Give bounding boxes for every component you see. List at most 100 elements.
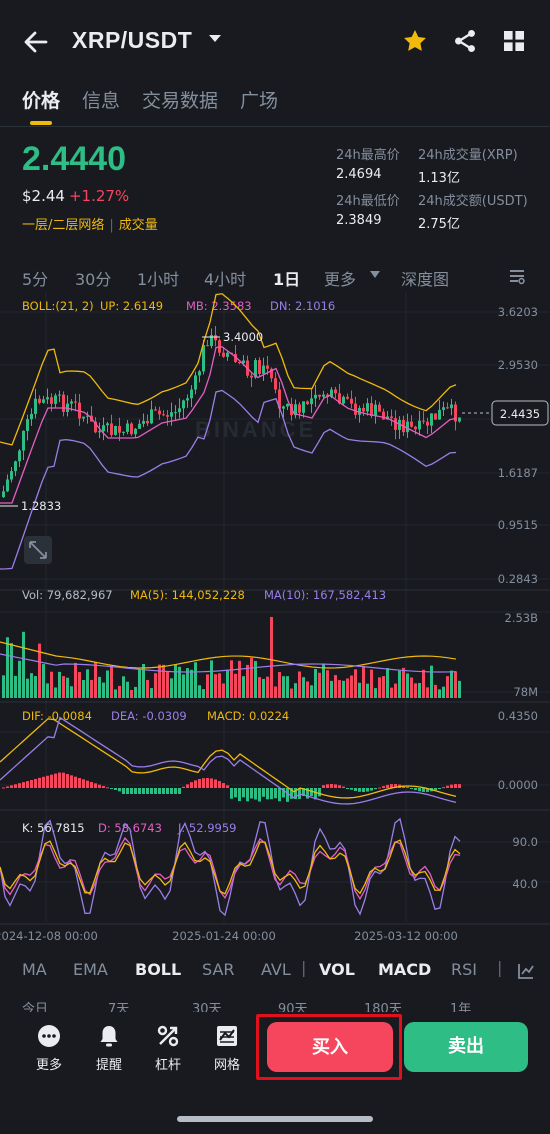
tab-info[interactable]: 信息 xyxy=(82,90,121,112)
volume-bar xyxy=(326,670,329,698)
indicator-settings-icon[interactable] xyxy=(517,962,535,980)
macd-bar xyxy=(38,777,41,788)
timeframe-1d[interactable]: 1日 xyxy=(273,270,301,289)
macd-bar xyxy=(366,788,369,792)
date-label: 2025-01-24 00:00 xyxy=(172,929,276,943)
timeframe-30m[interactable]: 30分 xyxy=(75,270,112,289)
volume-bar xyxy=(342,680,345,698)
macd-histogram xyxy=(0,716,461,805)
chart-settings-icon[interactable] xyxy=(508,267,526,285)
bell-icon xyxy=(100,1026,118,1047)
timeframe-4h[interactable]: 4小时 xyxy=(204,270,247,289)
stat-label: 24h成交量(XRP) xyxy=(418,148,518,163)
candle-body xyxy=(454,404,457,422)
back-arrow-icon[interactable] xyxy=(22,28,50,56)
date-label: 2025-03-12 00:00 xyxy=(354,929,458,943)
share-icon[interactable] xyxy=(452,28,478,54)
kdj-lines xyxy=(0,817,461,917)
layout-grid-icon[interactable] xyxy=(503,30,525,52)
candle-body xyxy=(446,407,449,409)
volume-bar xyxy=(102,682,105,698)
range-180d[interactable]: 180天 xyxy=(364,1002,402,1012)
category-link-layer[interactable]: 一层/二层网络 xyxy=(22,218,105,233)
vol-ma10-legend: MA(10): 167,582,413 xyxy=(264,588,386,602)
macd-bar xyxy=(330,784,333,788)
indicator-boll[interactable]: BOLL xyxy=(135,960,182,979)
tab-square[interactable]: 广场 xyxy=(240,90,279,112)
range-30d[interactable]: 30天 xyxy=(192,1002,222,1012)
macd-bar xyxy=(42,776,45,788)
candle-body xyxy=(174,412,177,414)
indicator-sar[interactable]: SAR xyxy=(202,960,235,979)
caret-down-icon[interactable] xyxy=(208,34,222,44)
volume-bar xyxy=(246,664,249,698)
more-button[interactable]: 更多 xyxy=(24,1024,74,1073)
macd-bar xyxy=(302,788,305,797)
volume-bar xyxy=(26,678,29,698)
macd-bar xyxy=(106,787,109,789)
macd-bar xyxy=(166,788,169,794)
category-links: 一层/二层网络 | 成交量 xyxy=(22,214,158,233)
grid-bot-button[interactable]: 网格 xyxy=(202,1024,252,1073)
expand-chart-icon[interactable] xyxy=(24,536,52,564)
candle-body xyxy=(182,400,185,409)
alert-button[interactable]: 提醒 xyxy=(84,1024,134,1073)
timeframe-depth[interactable]: 深度图 xyxy=(401,270,450,289)
macd-bar xyxy=(82,779,85,788)
tab-price[interactable]: 价格 xyxy=(22,86,60,125)
buy-button[interactable]: 买入 xyxy=(267,1022,393,1072)
candle-body xyxy=(190,389,193,399)
macd-bar xyxy=(182,786,185,788)
timeframe-5m[interactable]: 5分 xyxy=(22,270,49,289)
star-icon[interactable] xyxy=(402,28,428,54)
macd-bar xyxy=(282,788,285,798)
range-1y[interactable]: 1年 xyxy=(450,1002,472,1012)
volume-bar xyxy=(98,676,101,698)
volume-bar xyxy=(258,677,261,698)
indicator-ema[interactable]: EMA xyxy=(73,960,108,979)
indicator-avl[interactable]: AVL xyxy=(261,960,291,979)
candle-body xyxy=(126,423,129,432)
indicator-bar: MA EMA BOLL SAR AVL | VOL MACD RSI | xyxy=(0,958,550,984)
boll-bands xyxy=(0,293,457,570)
indicator-ma[interactable]: MA xyxy=(22,960,47,979)
macd-bar xyxy=(74,776,77,788)
timeframe-more[interactable]: 更多 xyxy=(324,270,357,289)
macd-bar xyxy=(382,786,385,788)
candle-body xyxy=(346,396,349,399)
volume-bar xyxy=(186,668,189,698)
volume-bar xyxy=(354,669,357,698)
macd-bar xyxy=(198,778,201,788)
macd-bar xyxy=(30,780,33,788)
range-today[interactable]: 今日 xyxy=(22,1002,49,1012)
pair-title[interactable]: XRP/USDT xyxy=(72,27,193,53)
range-7d[interactable]: 7天 xyxy=(108,1002,130,1012)
category-link-volume[interactable]: 成交量 xyxy=(118,218,158,233)
range-90d[interactable]: 90天 xyxy=(278,1002,308,1012)
volume-bar xyxy=(434,684,437,698)
indicator-macd[interactable]: MACD xyxy=(378,960,432,979)
timeframe-1h[interactable]: 1小时 xyxy=(137,270,180,289)
stat-label: 24h最低价 xyxy=(336,194,400,209)
volume-bar xyxy=(438,689,441,698)
macd-bar xyxy=(218,781,221,788)
macd-bar xyxy=(86,780,89,788)
volume-bar xyxy=(398,670,401,698)
indicator-separator: | xyxy=(497,958,503,977)
macd-bar xyxy=(174,788,177,794)
candle-body xyxy=(282,406,285,409)
tab-trading-data[interactable]: 交易数据 xyxy=(142,90,219,112)
leverage-button[interactable]: 杠杆 xyxy=(143,1024,193,1073)
macd-bar xyxy=(270,788,273,800)
stat-value: 2.4694 xyxy=(336,167,382,182)
candle-body xyxy=(406,421,409,433)
volume-bar xyxy=(50,671,53,698)
sell-button[interactable]: 卖出 xyxy=(404,1022,528,1072)
indicator-rsi[interactable]: RSI xyxy=(451,960,477,979)
candle-body xyxy=(210,335,213,347)
kline-chart[interactable]: BINANCE BOLL:(21, 2) UP: 2.6149 MB: 2.35… xyxy=(0,292,550,952)
indicator-vol[interactable]: VOL xyxy=(319,960,355,979)
macd-bar xyxy=(346,788,349,789)
macd-axis-mid: 0.0000 xyxy=(498,778,538,792)
macd-bar xyxy=(442,787,445,789)
